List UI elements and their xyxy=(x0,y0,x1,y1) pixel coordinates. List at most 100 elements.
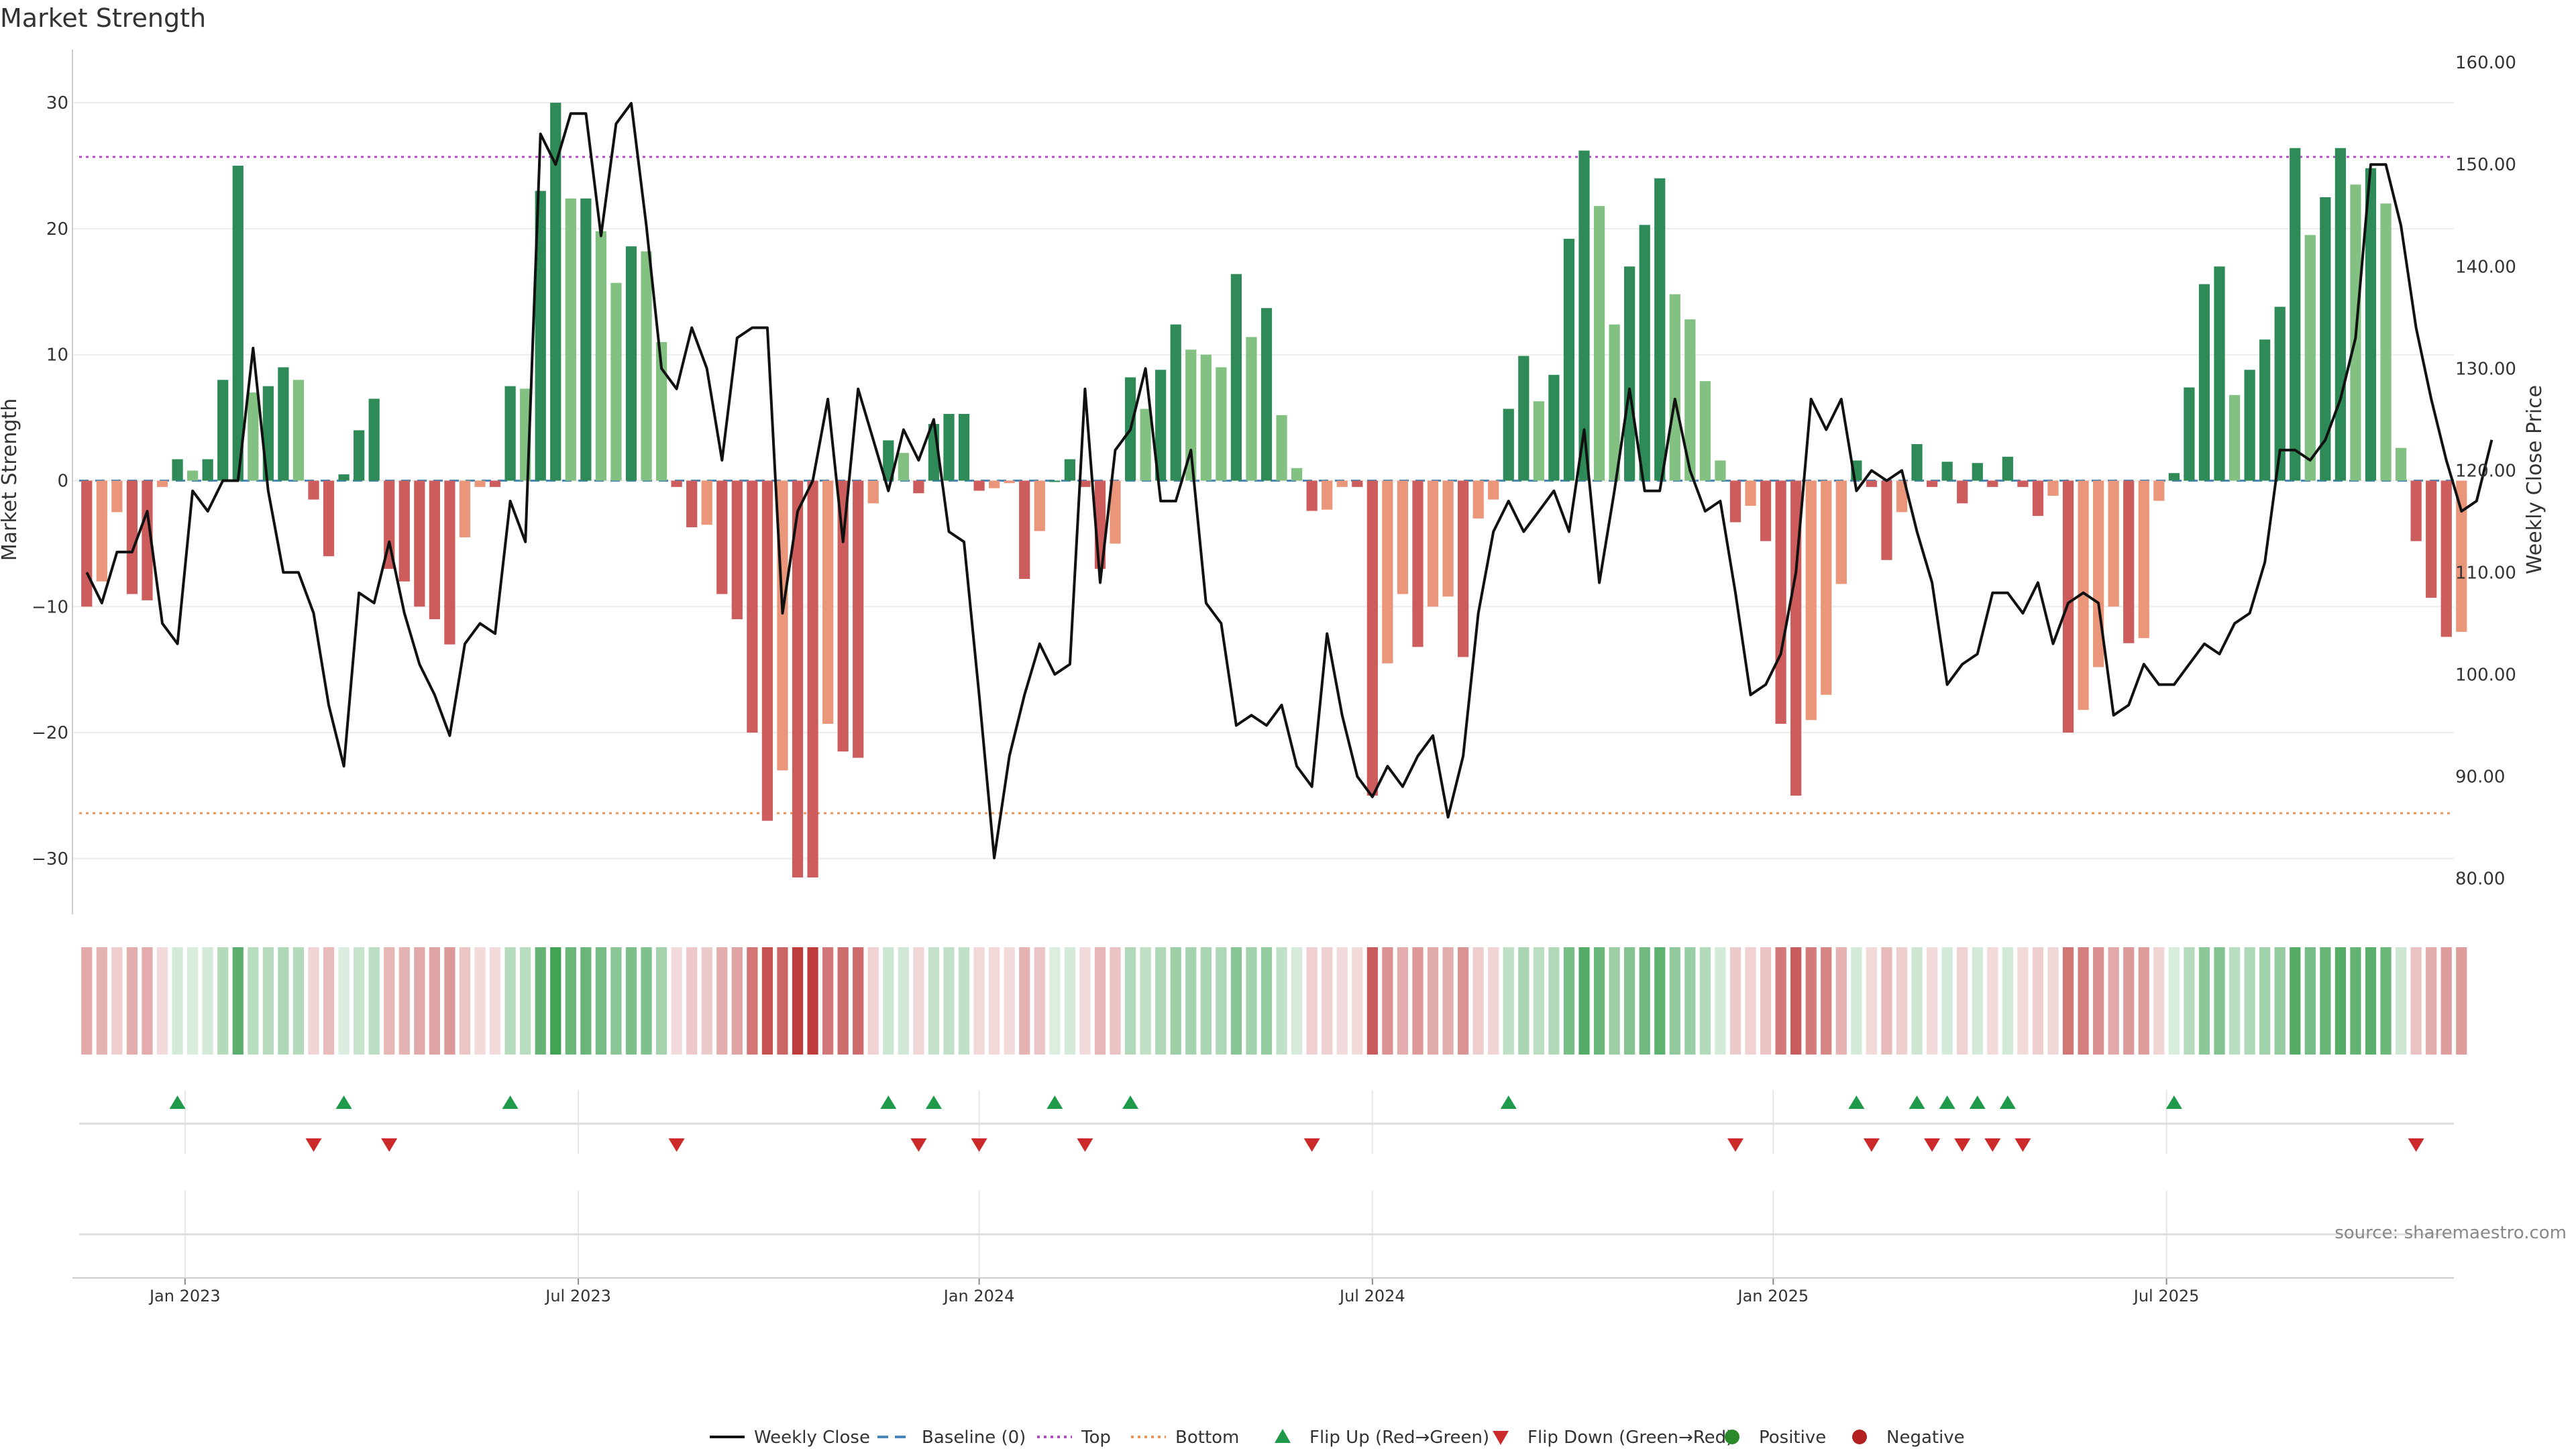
strength-bar xyxy=(958,413,970,481)
strength-bar xyxy=(973,480,985,491)
y-tick-right: 120.00 xyxy=(2455,461,2516,481)
strength-bar xyxy=(1488,480,1499,500)
x-tick-label: Jul 2024 xyxy=(1338,1287,1405,1305)
strength-bar xyxy=(1200,354,1212,481)
heat-cell xyxy=(292,947,305,1055)
heat-cell xyxy=(1140,947,1151,1055)
strength-bar xyxy=(96,480,107,582)
strength-bar xyxy=(1533,401,1544,481)
weekly-close-line-group xyxy=(85,102,2493,859)
heat-cell xyxy=(2032,947,2044,1055)
heat-cell xyxy=(2350,947,2361,1055)
heat-cell xyxy=(1306,947,1318,1055)
legend-label: Flip Down (Green→Red) xyxy=(1527,1428,1733,1448)
legend-label: Negative xyxy=(1886,1428,1965,1448)
heat-cell xyxy=(2047,947,2059,1055)
heat-cell xyxy=(2259,947,2271,1055)
heat-cell xyxy=(1972,947,1983,1055)
heat-cell xyxy=(1004,947,1015,1055)
strength-bar xyxy=(837,480,849,752)
flip-down-marker xyxy=(1984,1138,2001,1152)
heat-cell xyxy=(2380,947,2392,1055)
source-credit: source: sharemaestro.com xyxy=(2334,1223,2567,1243)
strength-bar xyxy=(1049,480,1061,482)
heat-cell xyxy=(822,947,834,1055)
heat-cell xyxy=(1155,947,1167,1055)
strength-bar xyxy=(1185,350,1197,481)
heat-cell xyxy=(520,947,531,1055)
legend-item: Negative xyxy=(1852,1428,1965,1448)
heat-cell xyxy=(853,947,864,1055)
x-tick-label: Jan 2023 xyxy=(148,1287,221,1305)
strength-bar xyxy=(2380,203,2392,481)
strength-bar xyxy=(565,198,576,481)
strength-bar xyxy=(186,470,199,481)
strength-bar xyxy=(2002,456,2013,481)
heat-cell xyxy=(323,947,335,1055)
strength-bar xyxy=(1004,480,1015,484)
strength-bar xyxy=(535,191,546,481)
heat-cell xyxy=(1987,947,1998,1055)
heat-cell xyxy=(1124,947,1136,1055)
legend-swatch-dot xyxy=(1852,1430,1867,1444)
heat-cell xyxy=(354,947,365,1055)
flip-down-marker xyxy=(668,1138,685,1152)
strength-bar xyxy=(1322,480,1333,510)
heat-cell xyxy=(429,947,440,1055)
heat-cell xyxy=(126,947,138,1055)
strength-bar xyxy=(474,480,486,487)
strength-bar xyxy=(1306,480,1318,511)
heat-cell xyxy=(2062,947,2074,1055)
y-tick-left: −20 xyxy=(32,723,68,743)
strength-bar xyxy=(308,480,319,500)
heat-cell xyxy=(1291,947,1303,1055)
x-tick-label: Jul 2025 xyxy=(2133,1287,2200,1305)
heat-cell xyxy=(1079,947,1091,1055)
heat-cell xyxy=(1821,947,1832,1055)
strength-bar xyxy=(1760,480,1772,541)
strength-bar xyxy=(81,480,93,607)
heat-cell xyxy=(2365,947,2377,1055)
heat-cell xyxy=(625,947,637,1055)
strength-bar xyxy=(1563,238,1575,481)
heat-cell xyxy=(913,947,924,1055)
legend-swatch-triangle-up xyxy=(1275,1429,1291,1443)
y-tick-left: 10 xyxy=(46,345,68,366)
heat-cell xyxy=(2274,947,2286,1055)
flip-down-marker xyxy=(1924,1138,1941,1152)
heat-cell xyxy=(1276,947,1287,1055)
heat-cell xyxy=(701,947,712,1055)
strength-bar xyxy=(625,246,637,481)
heat-cell xyxy=(2214,947,2225,1055)
flip-down-marker xyxy=(1077,1138,1093,1152)
flip-down-marker xyxy=(1863,1138,1880,1152)
heat-cell xyxy=(186,947,199,1055)
heat-cell xyxy=(1352,947,1363,1055)
strength-bar xyxy=(2290,148,2301,481)
heat-cell xyxy=(1336,947,1348,1055)
strength-bar xyxy=(1110,480,1121,544)
heat-cell xyxy=(2093,947,2104,1055)
heat-cell xyxy=(474,947,486,1055)
heat-cell xyxy=(96,947,107,1055)
x-tick-label: Jan 2025 xyxy=(1736,1287,1809,1305)
legend-item: Weekly Close xyxy=(710,1428,870,1448)
heat-cell xyxy=(1624,947,1635,1055)
strength-bar xyxy=(1972,463,1983,481)
strength-bar xyxy=(2138,480,2149,639)
strength-bar xyxy=(822,480,834,724)
strength-bar xyxy=(1790,480,1802,796)
heat-cell xyxy=(2426,947,2437,1055)
legend-swatch-triangle-down xyxy=(1493,1431,1509,1445)
heat-cell xyxy=(2138,947,2149,1055)
heat-cell xyxy=(535,947,546,1055)
strength-bar xyxy=(853,480,864,758)
heat-cell xyxy=(2456,947,2467,1055)
strength-bar xyxy=(1064,459,1075,481)
heat-cell xyxy=(1094,947,1106,1055)
heat-cell xyxy=(1458,947,1469,1055)
strength-bar xyxy=(156,480,168,487)
strength-bar xyxy=(1896,480,1908,513)
heat-cell xyxy=(1427,947,1439,1055)
heat-cell xyxy=(777,947,788,1055)
